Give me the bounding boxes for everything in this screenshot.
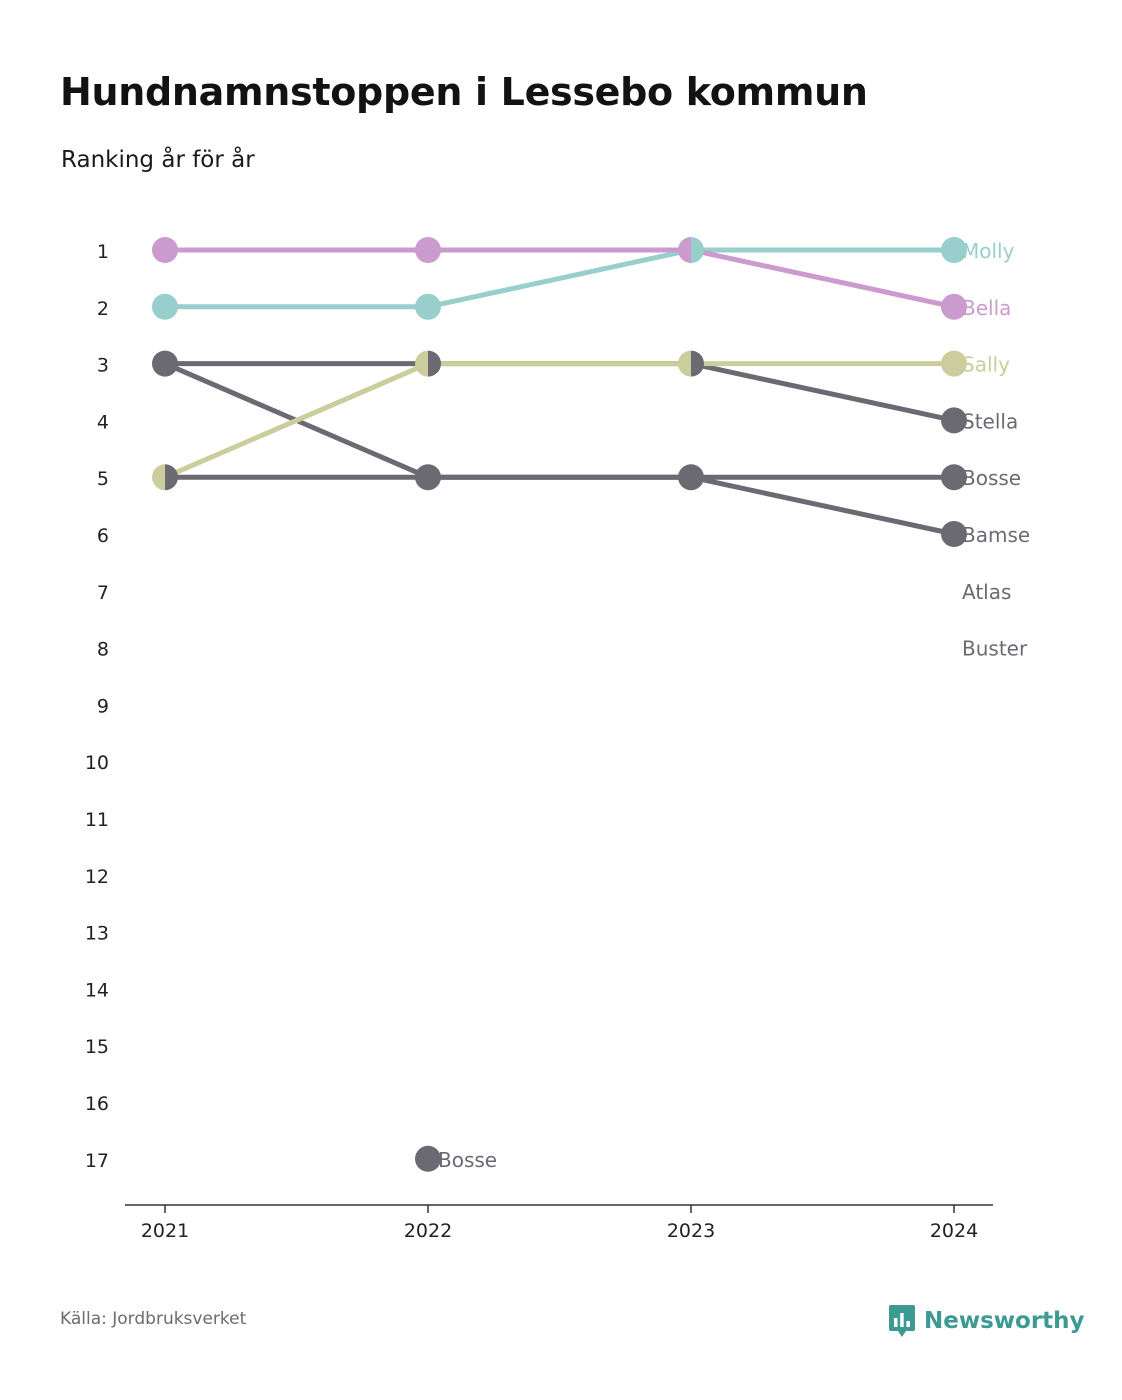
end-label-sally: Sally (962, 353, 1010, 377)
y-tick-label-15: 15 (85, 1036, 109, 1058)
x-axis: 2021 2022 2023 2024 (125, 1204, 993, 1242)
y-tick-label-9: 9 (97, 695, 109, 717)
end-label-bosse: Bosse (962, 466, 1021, 490)
point-2023-rank-1-right-half (691, 237, 704, 263)
point-molly-2021 (152, 293, 178, 320)
point-molly-2024 (941, 237, 967, 263)
line-bella (165, 247, 955, 310)
line-bosse (164, 361, 954, 480)
point-2021-rank-3-left-half (152, 350, 165, 377)
point-2022-rank-3-right-half (428, 350, 441, 377)
point-2021-rank-5-left-half (152, 464, 165, 491)
y-tick-label-11: 11 (85, 809, 109, 831)
point-bella-2021 (152, 237, 178, 263)
point-2022-rank-3-left-half (415, 350, 428, 377)
point-label-bosse-2022: Bosse (438, 1148, 497, 1172)
y-tick-label-16: 16 (85, 1093, 109, 1115)
y-tick-label-6: 6 (97, 525, 109, 547)
point-bosse-2022 (415, 1145, 441, 1172)
y-tick-label-4: 4 (97, 411, 109, 433)
point-2023-rank-1-left-half (678, 237, 691, 263)
point-2022-rank-5-left-half (415, 464, 428, 491)
y-tick-label-8: 8 (97, 639, 109, 661)
y-tick-label-1: 1 (97, 241, 109, 263)
y-tick-label-12: 12 (85, 866, 109, 888)
point-2023-rank-3-left-half (678, 350, 691, 377)
y-tick-label-3: 3 (97, 355, 109, 377)
series-lines (164, 247, 955, 537)
point-molly-2022 (415, 293, 441, 320)
x-tick-label-2024: 2024 (930, 1220, 978, 1242)
end-label-stella: Stella (962, 409, 1018, 433)
point-bosse-2024 (941, 464, 967, 491)
x-tick-label-2021: 2021 (141, 1220, 189, 1242)
x-tick-label-2022: 2022 (404, 1220, 452, 1242)
line-bamse (165, 474, 955, 537)
point-stella-2024 (941, 407, 967, 434)
end-label-bamse: Bamse (962, 523, 1030, 547)
line-sally (164, 361, 954, 480)
end-label-atlas: Atlas (962, 580, 1011, 604)
brand-name: Newsworthy (924, 1308, 1085, 1334)
point-bamse-2024 (941, 521, 967, 547)
chart-subtitle: Ranking år för år (61, 147, 255, 173)
y-tick-label-17: 17 (85, 1150, 109, 1172)
point-2022-rank-5-right-half (428, 464, 441, 491)
end-label-molly: Molly (962, 239, 1015, 263)
y-tick-label-7: 7 (97, 582, 109, 604)
point-2021-rank-3-right-half (165, 350, 179, 377)
y-tick-label-13: 13 (85, 923, 109, 945)
series-labels: Molly Bella Sally Stella Bosse Bamse Atlas Bust… (438, 239, 1030, 1172)
line-molly (165, 247, 954, 310)
y-tick-label-14: 14 (85, 979, 109, 1001)
end-label-bella: Bella (962, 296, 1011, 320)
point-sally-2024 (941, 350, 967, 377)
y-tick-label-10: 10 (85, 752, 109, 774)
point-2023-rank-5-right-half (691, 464, 704, 491)
x-tick-label-2023: 2023 (667, 1220, 715, 1242)
point-2023-rank-5-left-half (678, 464, 691, 491)
point-bella-2022 (415, 237, 441, 263)
y-tick-label-2: 2 (97, 298, 109, 320)
point-2021-rank-5-right-half (165, 464, 179, 491)
source-note: Källa: Jordbruksverket (60, 1309, 247, 1329)
point-bella-2024 (941, 293, 967, 320)
y-tick-label-5: 5 (97, 468, 109, 490)
line-stella (165, 361, 955, 423)
brand-logo: Newsworthy (888, 1304, 1085, 1338)
chart-title: Hundnamnstoppen i Lessebo kommun (60, 70, 868, 114)
end-label-buster: Buster (962, 637, 1028, 661)
series-points (152, 237, 967, 1172)
newsworthy-logo-icon (889, 1305, 915, 1337)
point-2023-rank-3-right-half (691, 350, 704, 377)
